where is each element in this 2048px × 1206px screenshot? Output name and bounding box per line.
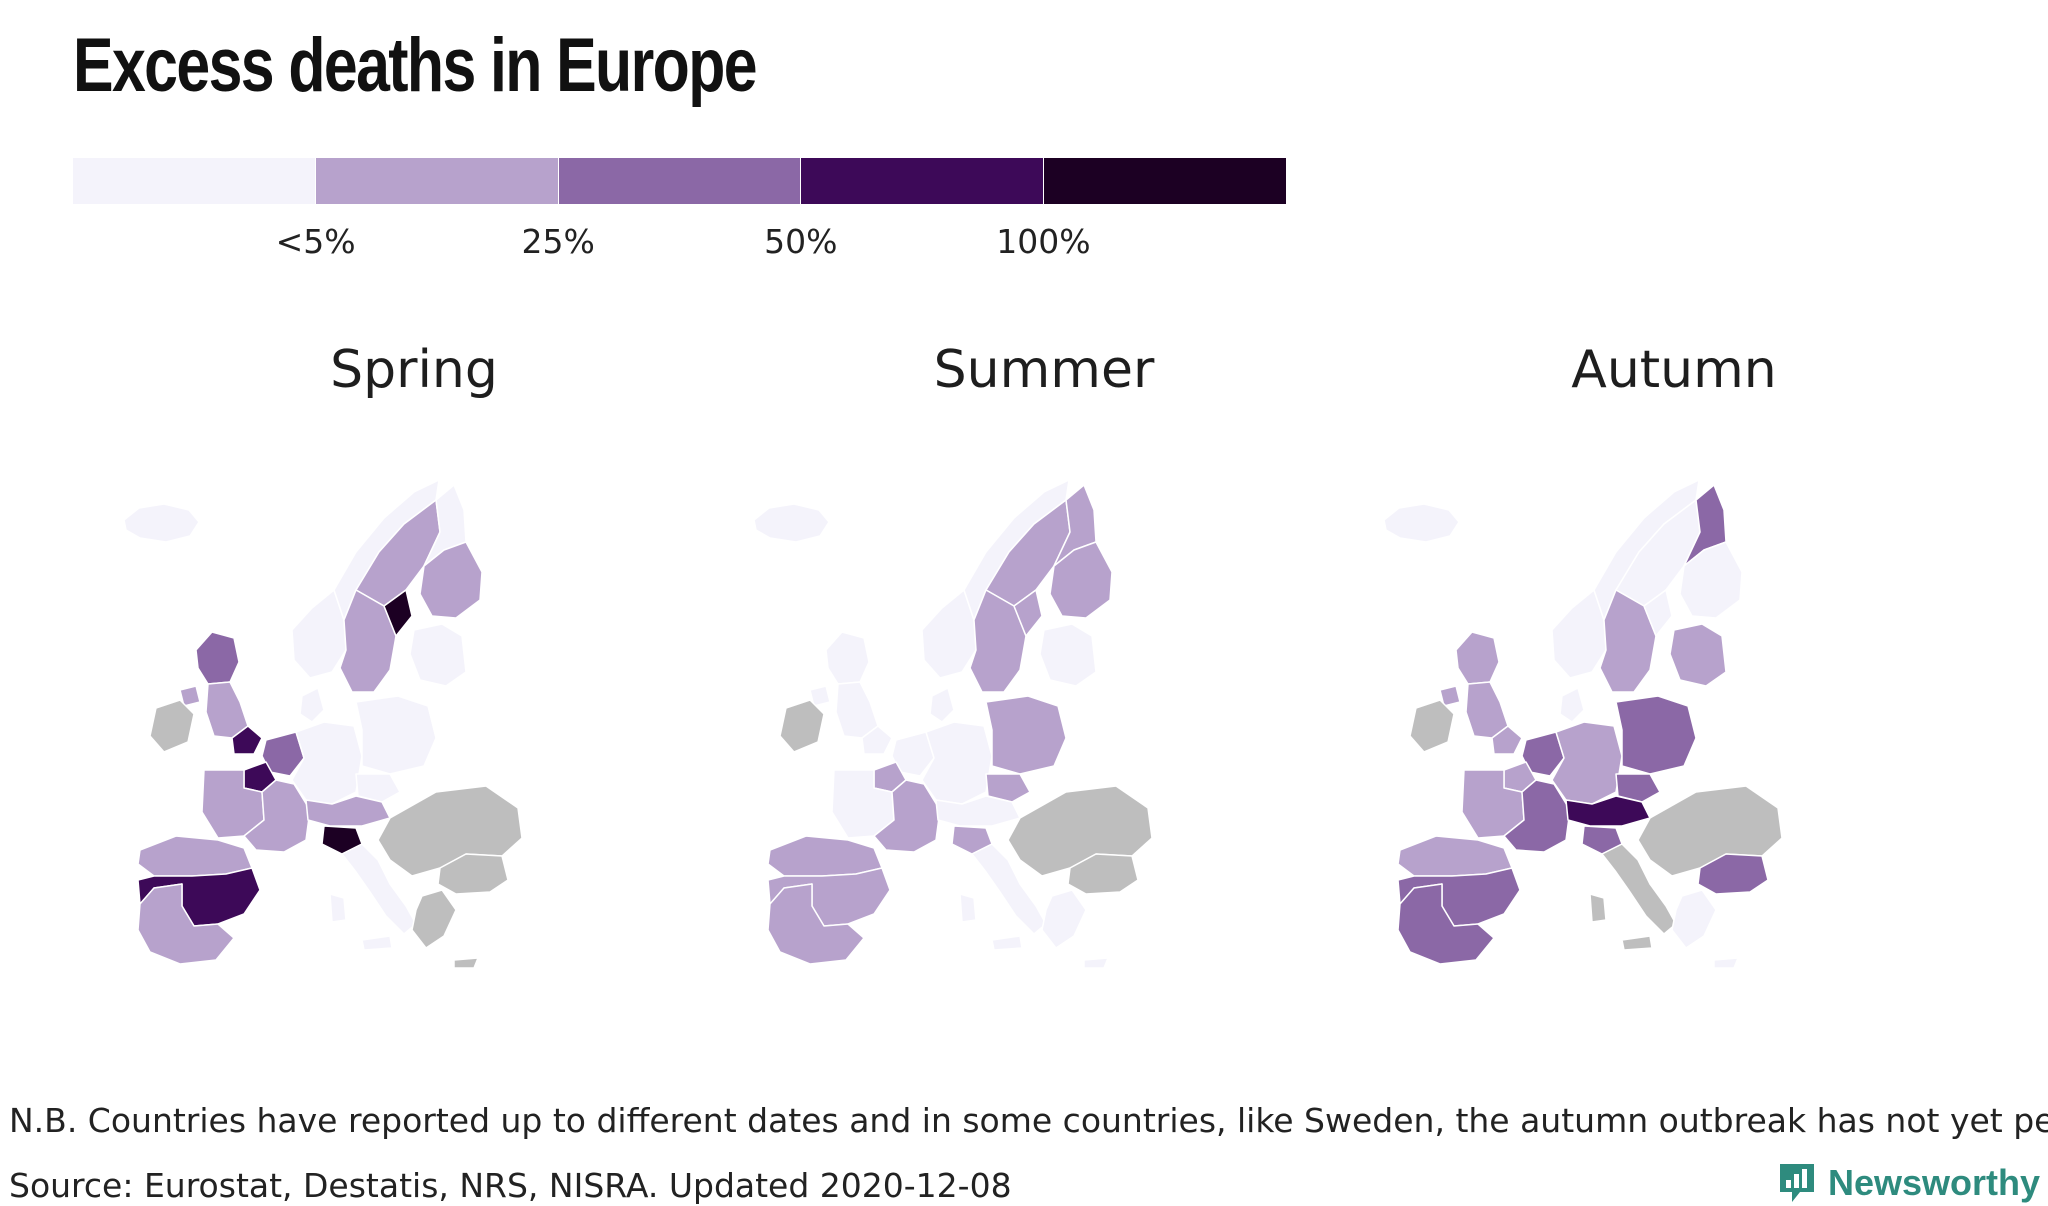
legend-label-0: <5% <box>275 222 356 261</box>
region-germany-summer <box>921 721 993 805</box>
region-stockholm-autumn <box>1643 589 1673 637</box>
region-denmark-autumn <box>1559 687 1585 723</box>
region-france-south-spring <box>243 779 311 853</box>
region-london-spring <box>231 725 263 755</box>
region-scotland-autumn <box>1455 631 1500 685</box>
region-iberia-south-summer <box>767 883 865 965</box>
map-panel-spring: Spring <box>94 340 734 1020</box>
legend-swatch-3 <box>800 158 1044 204</box>
legend-swatch-2 <box>557 158 801 204</box>
color-legend <box>73 158 1286 204</box>
region-stockholm-summer <box>1013 589 1043 637</box>
brand-name: Newsworthy <box>1827 1162 2040 1203</box>
region-england-north-spring <box>205 681 249 739</box>
footnote: N.B. Countries have reported up to diffe… <box>9 1101 2048 1140</box>
region-germany-spring <box>291 721 363 805</box>
legend-label-3: 100% <box>996 222 1091 261</box>
region-denmark-summer <box>929 687 955 723</box>
region-iberia-north-autumn <box>1397 835 1513 877</box>
europe-map-summer <box>753 479 1153 969</box>
region-germany-autumn <box>1551 721 1623 805</box>
region-northern-ireland-summer <box>809 685 831 707</box>
region-ireland-spring <box>149 699 195 753</box>
region-czechia-spring <box>355 773 401 803</box>
newsworthy-logo-icon <box>1779 1164 1814 1202</box>
region-ireland-autumn <box>1409 699 1455 753</box>
legend-swatch-4 <box>1043 158 1286 204</box>
europe-map-spring <box>123 479 523 969</box>
region-france-south-summer <box>873 779 941 853</box>
legend-labels: <5% 25% 50% 100% <box>73 222 1286 262</box>
region-iceland-autumn <box>1383 503 1460 543</box>
europe-map-autumn <box>1383 479 1783 969</box>
region-england-north-summer <box>835 681 879 739</box>
region-sweden-mid-spring <box>339 589 397 693</box>
region-poland-summer <box>985 695 1067 775</box>
region-greece-spring <box>411 889 479 969</box>
legend-swatch-0 <box>73 158 315 204</box>
region-london-summer <box>861 725 893 755</box>
region-greece-autumn <box>1671 889 1739 969</box>
region-scotland-summer <box>825 631 870 685</box>
region-finland-south-autumn <box>1679 541 1743 619</box>
map-title-spring: Spring <box>330 340 498 400</box>
region-iberia-south-spring <box>137 883 235 965</box>
region-denmark-spring <box>299 687 325 723</box>
region-northern-ireland-spring <box>179 685 201 707</box>
region-baltics-autumn <box>1669 623 1727 687</box>
legend-swatch-1 <box>314 158 558 204</box>
region-stockholm-spring <box>383 589 413 637</box>
legend-label-1: 25% <box>521 222 595 261</box>
region-poland-autumn <box>1615 695 1697 775</box>
newsworthy-logo: Newsworthy <box>1776 1160 2040 1206</box>
region-iberia-north-summer <box>767 835 883 877</box>
region-greece-summer <box>1041 889 1109 969</box>
map-title-autumn: Autumn <box>1571 340 1777 400</box>
region-sweden-mid-summer <box>969 589 1027 693</box>
region-finland-south-summer <box>1049 541 1113 619</box>
region-iceland-summer <box>753 503 830 543</box>
region-northern-ireland-autumn <box>1439 685 1461 707</box>
map-title-summer: Summer <box>933 340 1155 400</box>
region-baltics-summer <box>1039 623 1097 687</box>
region-sweden-mid-autumn <box>1599 589 1657 693</box>
region-france-south-autumn <box>1503 779 1571 853</box>
region-iberia-south-autumn <box>1397 883 1495 965</box>
region-romania-bulgaria-summer <box>1067 853 1139 895</box>
region-finland-south-spring <box>419 541 483 619</box>
region-poland-spring <box>355 695 437 775</box>
region-romania-bulgaria-autumn <box>1697 853 1769 895</box>
source-line: Source: Eurostat, Destatis, NRS, NISRA. … <box>9 1166 1012 1205</box>
region-romania-bulgaria-spring <box>437 853 509 895</box>
region-ireland-summer <box>779 699 825 753</box>
map-panel-summer: Summer <box>724 340 1364 1020</box>
region-scotland-spring <box>195 631 240 685</box>
region-england-north-autumn <box>1465 681 1509 739</box>
legend-label-2: 50% <box>764 222 838 261</box>
region-iberia-north-spring <box>137 835 253 877</box>
region-london-autumn <box>1491 725 1523 755</box>
region-iceland-spring <box>123 503 200 543</box>
region-czechia-autumn <box>1615 773 1661 803</box>
region-czechia-summer <box>985 773 1031 803</box>
region-baltics-spring <box>409 623 467 687</box>
map-panel-autumn: Autumn <box>1354 340 1994 1020</box>
chart-title: Excess deaths in Europe <box>73 23 758 108</box>
